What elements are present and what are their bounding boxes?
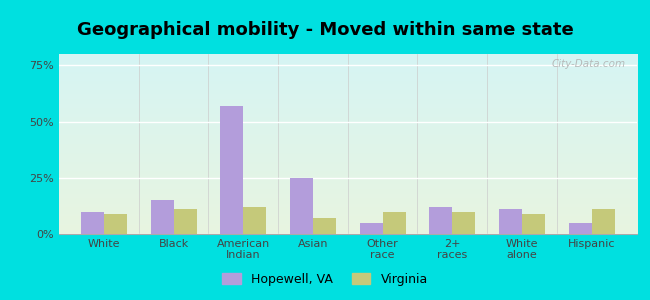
Bar: [290, 178, 313, 234]
Bar: [243, 207, 266, 234]
Bar: [429, 207, 452, 234]
Bar: [569, 223, 592, 234]
Legend: Hopewell, VA, Virginia: Hopewell, VA, Virginia: [217, 268, 433, 291]
Bar: [359, 223, 383, 234]
Bar: [313, 218, 336, 234]
Bar: [383, 212, 406, 234]
Bar: [174, 209, 196, 234]
Bar: [81, 212, 104, 234]
Text: City-Data.com: City-Data.com: [551, 59, 625, 69]
Text: Geographical mobility - Moved within same state: Geographical mobility - Moved within sam…: [77, 21, 573, 39]
Bar: [499, 209, 522, 234]
Bar: [220, 106, 243, 234]
Bar: [522, 214, 545, 234]
Bar: [452, 212, 475, 234]
Bar: [104, 214, 127, 234]
Bar: [151, 200, 174, 234]
Bar: [592, 209, 615, 234]
